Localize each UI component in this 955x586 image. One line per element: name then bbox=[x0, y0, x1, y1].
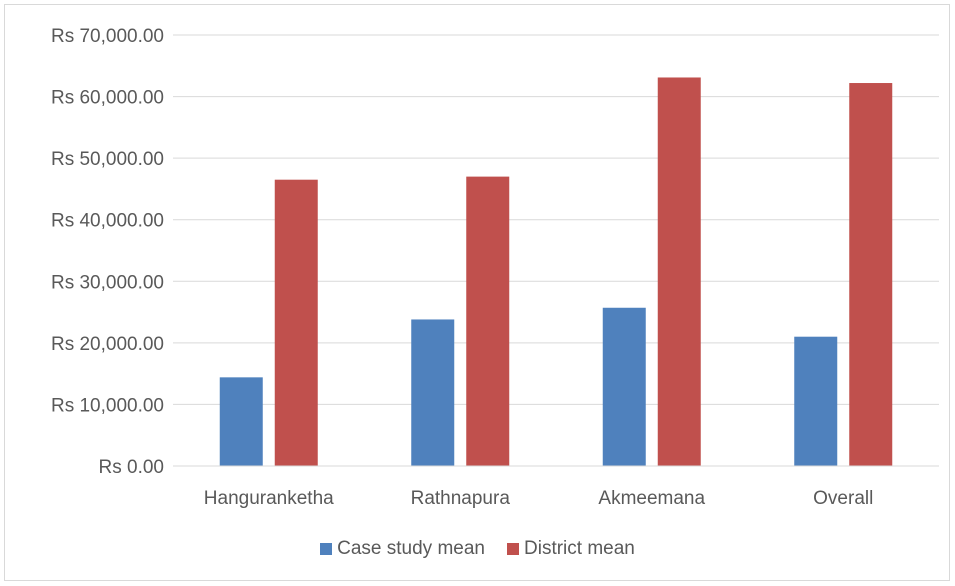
x-tick-label: Hanguranketha bbox=[204, 488, 334, 509]
y-tick-label: Rs 30,000.00 bbox=[51, 272, 164, 293]
y-tick-label: Rs 20,000.00 bbox=[51, 334, 164, 355]
y-tick-label: Rs 40,000.00 bbox=[51, 211, 164, 232]
bar-case-study bbox=[219, 377, 263, 466]
legend-swatch-case-study bbox=[320, 543, 333, 555]
legend-swatch-district bbox=[507, 543, 519, 555]
bar-case-study bbox=[794, 336, 838, 466]
bar-case-study bbox=[411, 319, 455, 466]
bar-case-study bbox=[602, 307, 646, 466]
x-tick-label: Overall bbox=[813, 488, 873, 509]
y-tick-label: Rs 70,000.00 bbox=[51, 26, 164, 47]
x-tick-label: Rathnapura bbox=[411, 488, 511, 509]
y-tick-label: Rs 60,000.00 bbox=[51, 88, 164, 109]
legend: Case study mean District mean bbox=[0, 538, 955, 560]
bar-district bbox=[466, 176, 510, 466]
y-tick-label: Rs 50,000.00 bbox=[51, 149, 164, 170]
legend-label-district: District mean bbox=[524, 538, 635, 559]
bar-district bbox=[274, 179, 318, 466]
bar-district bbox=[657, 77, 701, 466]
y-tick-label: Rs 10,000.00 bbox=[51, 395, 164, 416]
legend-item-district: District mean bbox=[507, 538, 635, 560]
legend-label-case-study: Case study mean bbox=[337, 538, 485, 559]
x-tick-label: Akmeemana bbox=[598, 488, 705, 509]
bar-district bbox=[849, 83, 893, 467]
legend-item-case-study: Case study mean bbox=[320, 538, 485, 560]
y-tick-label: Rs 0.00 bbox=[99, 457, 164, 478]
